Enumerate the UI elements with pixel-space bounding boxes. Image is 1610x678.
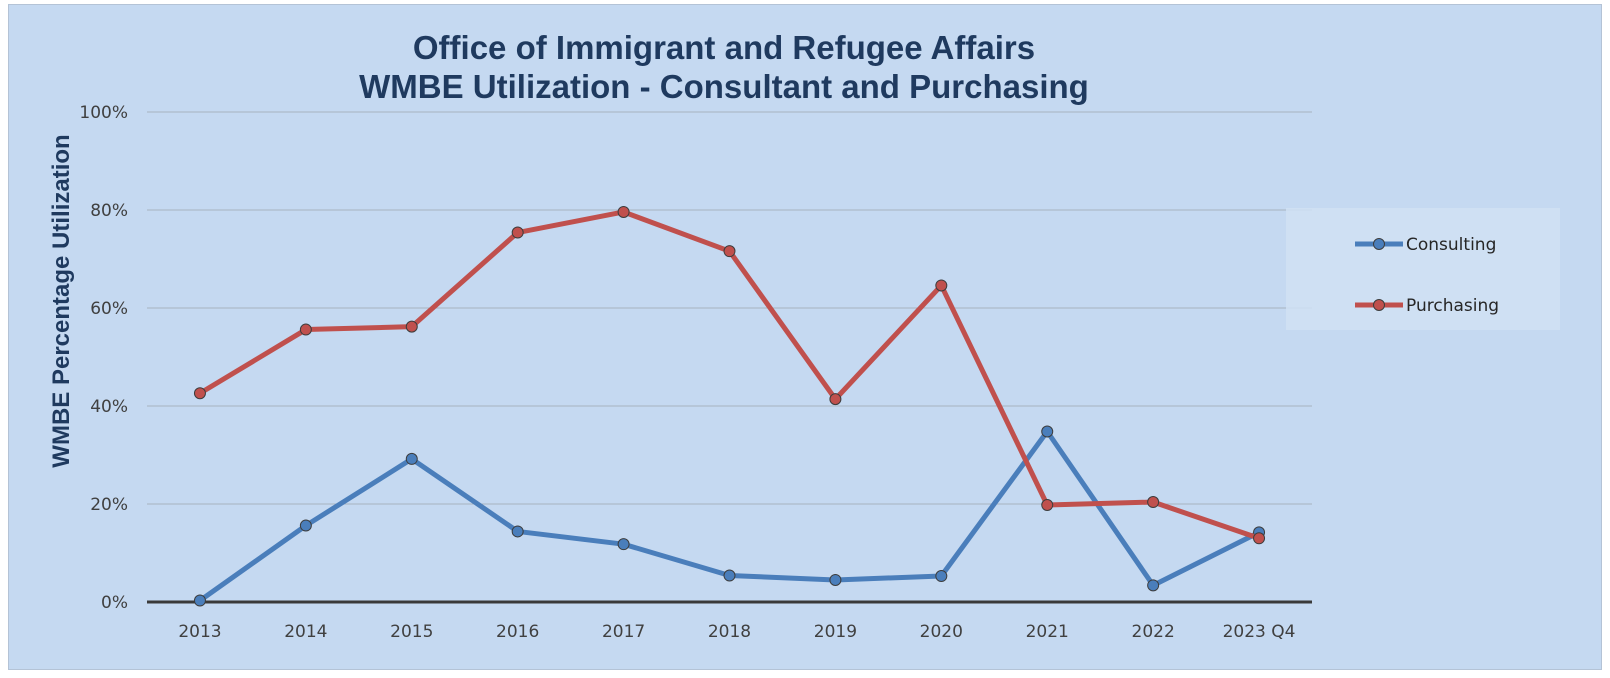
chart-title-line-2: WMBE Utilization - Consultant and Purcha… (359, 68, 1089, 105)
data-point (723, 245, 736, 258)
line-chart: Office of Immigrant and Refugee Affairs … (48, 29, 1560, 642)
x-tick-label: 2018 (708, 622, 751, 642)
series-lines (193, 205, 1266, 607)
x-tick-label: 2023 Q4 (1223, 622, 1296, 642)
data-point (1253, 532, 1266, 545)
legend-item-consulting: Consulting (1355, 235, 1496, 255)
data-point (1041, 425, 1054, 438)
data-point (299, 323, 312, 336)
data-point (299, 519, 312, 532)
series-consulting (193, 425, 1266, 607)
x-tick-label: 2016 (496, 622, 539, 642)
x-tick-label: 2019 (814, 622, 857, 642)
data-point (829, 573, 842, 586)
x-tick-label: 2013 (178, 622, 221, 642)
data-point (935, 570, 948, 583)
data-point (1147, 496, 1160, 509)
legend-label: Consulting (1406, 235, 1496, 255)
data-point (617, 538, 630, 551)
chart-title-line-1: Office of Immigrant and Refugee Affairs (413, 29, 1035, 66)
data-point (1041, 498, 1054, 511)
y-tick-label: 60% (90, 299, 128, 319)
y-tick-label: 80% (90, 201, 128, 221)
y-axis-label: WMBE Percentage Utilization (48, 134, 75, 467)
data-point (723, 569, 736, 582)
x-tick-label: 2020 (920, 622, 963, 642)
y-tick-label: 100% (79, 103, 128, 123)
series-purchasing (193, 205, 1266, 545)
y-tick-labels: 0% 20% 40% 60% 80% 100% (79, 103, 128, 613)
data-point (193, 387, 206, 400)
x-tick-label: 2015 (390, 622, 433, 642)
y-tick-label: 0% (101, 593, 128, 613)
x-tick-labels: 2013 2014 2015 2016 2017 2018 2019 2020 2021 2022… (178, 622, 1295, 642)
data-point (1147, 579, 1160, 592)
legend-marker (1373, 238, 1385, 250)
data-point (193, 594, 206, 607)
x-tick-label: 2021 (1026, 622, 1069, 642)
data-point (935, 279, 948, 292)
legend: Consulting Purchasing (1286, 208, 1560, 330)
data-point (511, 226, 524, 239)
gridlines (147, 111, 1312, 604)
y-tick-label: 20% (90, 495, 128, 515)
x-tick-label: 2014 (284, 622, 327, 642)
legend-box (1286, 208, 1560, 330)
y-tick-label: 40% (90, 397, 128, 417)
x-tick-label: 2022 (1132, 622, 1175, 642)
data-point (829, 393, 842, 406)
chart-frame: Office of Immigrant and Refugee Affairs … (8, 4, 1602, 670)
legend-item-purchasing: Purchasing (1355, 296, 1499, 316)
legend-marker (1373, 299, 1385, 311)
data-point (511, 525, 524, 538)
data-point (617, 205, 630, 218)
data-point (405, 452, 418, 465)
x-tick-label: 2017 (602, 622, 645, 642)
legend-label: Purchasing (1406, 296, 1499, 316)
data-point (405, 320, 418, 333)
